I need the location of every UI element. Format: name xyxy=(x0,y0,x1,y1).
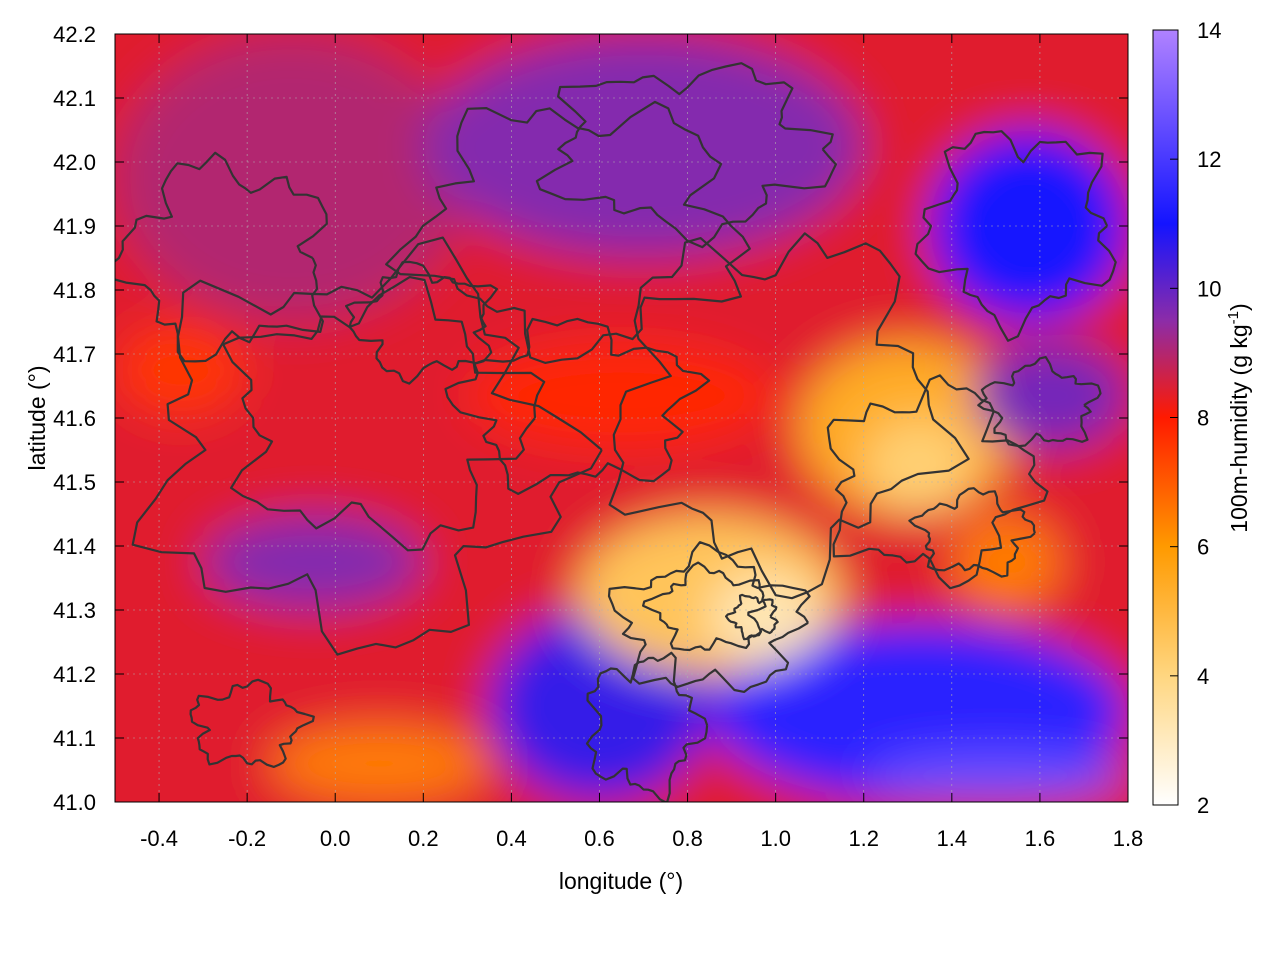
x-tick-label: 1.6 xyxy=(1025,826,1056,851)
contour-line xyxy=(724,593,779,641)
x-tick-label: 1.0 xyxy=(760,826,791,851)
y-tick-label: 42.0 xyxy=(53,150,96,175)
contour-line xyxy=(115,151,328,363)
humidity-region xyxy=(423,34,864,258)
contour-line xyxy=(608,232,970,600)
humidity-region xyxy=(973,341,1128,450)
y-tick-label: 41.6 xyxy=(53,406,96,431)
y-axis-label: latitude (°) xyxy=(24,365,50,470)
humidity-region xyxy=(467,341,776,450)
x-tick-label: 0.6 xyxy=(584,826,615,851)
contour-line xyxy=(222,276,546,552)
y-tick-label: 41.5 xyxy=(53,470,96,495)
humidity-region xyxy=(115,322,248,418)
contour-line xyxy=(641,561,767,652)
y-tick-label: 41.2 xyxy=(53,662,96,687)
contour-line xyxy=(535,62,838,249)
humidity-region xyxy=(203,514,424,610)
y-tick-label: 42.1 xyxy=(53,86,96,111)
x-tick-label: -0.4 xyxy=(140,826,178,851)
colorbar-tick-label: 12 xyxy=(1197,147,1221,172)
plot-area xyxy=(115,34,1128,802)
humidity-region xyxy=(115,34,468,322)
contour-line xyxy=(444,317,711,495)
colorbar-label-suffix: ) xyxy=(1226,303,1252,311)
contour-line xyxy=(131,236,603,656)
humidity-region xyxy=(863,750,1128,802)
colorbar-label: 100m-humidity (g kg-1) xyxy=(1225,303,1252,532)
contour-line xyxy=(908,487,1036,578)
humidity-region xyxy=(269,725,490,802)
contour-line xyxy=(826,374,1049,590)
colorbar-tick-label: 14 xyxy=(1197,18,1221,43)
colorbar-tick-label: 10 xyxy=(1197,276,1221,301)
x-tick-label: 0.0 xyxy=(320,826,351,851)
contour-line xyxy=(585,651,709,802)
y-tick-label: 41.3 xyxy=(53,598,96,623)
colorbar-tick-label: 6 xyxy=(1197,535,1209,560)
colorbar: 2 4 6 8 10 12 14 100m-humidity (g kg-1) xyxy=(1152,18,1252,818)
contour-line xyxy=(607,541,811,694)
y-tick-label: 41.0 xyxy=(53,790,96,815)
y-tick-label: 42.2 xyxy=(53,22,96,47)
y-axis-ticks: 41.0 41.1 41.2 41.3 41.4 41.5 41.6 41.7 41.8 41.9… xyxy=(53,22,1128,815)
y-tick-label: 41.1 xyxy=(53,726,96,751)
x-tick-label: 1.4 xyxy=(937,826,968,851)
humidity-field xyxy=(115,34,1128,802)
x-tick-label: 1.2 xyxy=(848,826,879,851)
colorbar-ticks: 2 4 6 8 10 12 14 xyxy=(1170,18,1221,818)
x-tick-label: 0.4 xyxy=(496,826,527,851)
contour-line xyxy=(189,678,315,769)
contour-line xyxy=(345,260,498,385)
x-axis-label: longitude (°) xyxy=(559,868,683,894)
x-tick-label: 1.8 xyxy=(1113,826,1144,851)
colorbar-tick-label: 4 xyxy=(1197,664,1209,689)
contour-line xyxy=(977,356,1102,448)
colorbar-tick-label: 8 xyxy=(1197,406,1209,431)
colorbar-label-superscript: -1 xyxy=(1225,311,1242,324)
y-tick-label: 41.7 xyxy=(53,342,96,367)
y-tick-label: 41.8 xyxy=(53,278,96,303)
x-tick-label: 0.2 xyxy=(408,826,439,851)
x-tick-label: -0.2 xyxy=(228,826,266,851)
colorbar-tick-label: 2 xyxy=(1197,793,1209,818)
humidity-region xyxy=(709,571,820,662)
contour-line xyxy=(914,130,1117,342)
y-tick-label: 41.9 xyxy=(53,214,96,239)
x-axis-ticks: -0.4 -0.2 0.0 0.2 0.4 0.6 0.8 1.0 1.2 1.4 1.6 1.8 xyxy=(140,34,1143,851)
y-tick-label: 41.4 xyxy=(53,534,96,559)
terrain-contours xyxy=(115,62,1117,802)
contour-line xyxy=(385,100,751,364)
x-tick-label: 0.8 xyxy=(672,826,703,851)
colorbar-label-main: 100m-humidity (g kg xyxy=(1226,324,1252,532)
